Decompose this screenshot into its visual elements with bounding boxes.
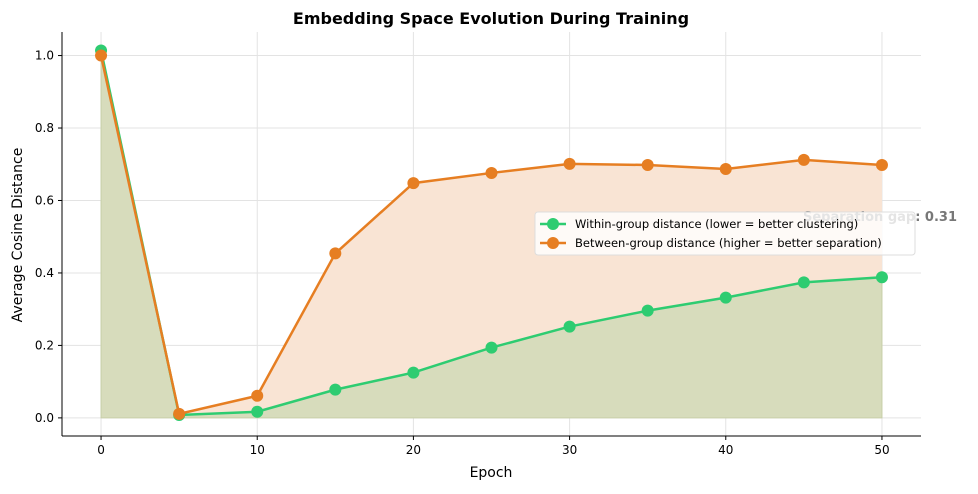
legend-marker-within — [547, 218, 559, 230]
x-tick-label: 20 — [406, 443, 421, 457]
within-point — [329, 383, 342, 396]
within-point — [719, 291, 732, 304]
between-point — [563, 157, 576, 170]
within-point — [563, 320, 576, 333]
x-tick-label: 0 — [97, 443, 105, 457]
y-tick-label: 0.8 — [35, 121, 54, 135]
within-point — [251, 405, 264, 418]
y-tick-label: 1.0 — [35, 49, 54, 63]
legend-label-within: Within-group distance (lower = better cl… — [575, 217, 858, 231]
legend-label-between: Between-group distance (higher = better … — [575, 236, 882, 250]
y-tick-label: 0.2 — [35, 338, 54, 352]
x-tick-label: 30 — [562, 443, 577, 457]
within-point — [641, 304, 654, 317]
between-point — [407, 177, 420, 190]
series-lines — [95, 44, 888, 421]
within-point — [875, 271, 888, 284]
between-point — [485, 166, 498, 179]
between-point — [329, 247, 342, 260]
axes: 0 10 20 30 40 50 0.0 0.2 0.4 0.6 0.8 1.0 — [35, 32, 921, 457]
x-tick-label: 10 — [250, 443, 265, 457]
x-tick-label: 40 — [718, 443, 733, 457]
between-point — [719, 162, 732, 175]
within-point — [407, 366, 420, 379]
within-point — [797, 276, 810, 289]
y-tick-label: 0.6 — [35, 193, 54, 207]
y-tick-label: 0.0 — [35, 411, 54, 425]
chart-title: Embedding Space Evolution During Trainin… — [293, 9, 689, 28]
between-point — [173, 407, 186, 420]
y-tick-label: 0.4 — [35, 266, 54, 280]
between-point — [797, 153, 810, 166]
between-point — [95, 49, 108, 62]
legend: Within-group distance (lower = better cl… — [534, 211, 916, 256]
x-axis-label: Epoch — [470, 465, 513, 481]
between-point — [251, 389, 264, 402]
legend-marker-between — [547, 237, 559, 249]
within-point — [485, 341, 498, 354]
x-tick-label: 50 — [874, 443, 889, 457]
gap-area — [101, 50, 882, 415]
between-point — [875, 158, 888, 171]
y-axis-label: Average Cosine Distance — [10, 148, 26, 323]
between-point — [641, 158, 654, 171]
